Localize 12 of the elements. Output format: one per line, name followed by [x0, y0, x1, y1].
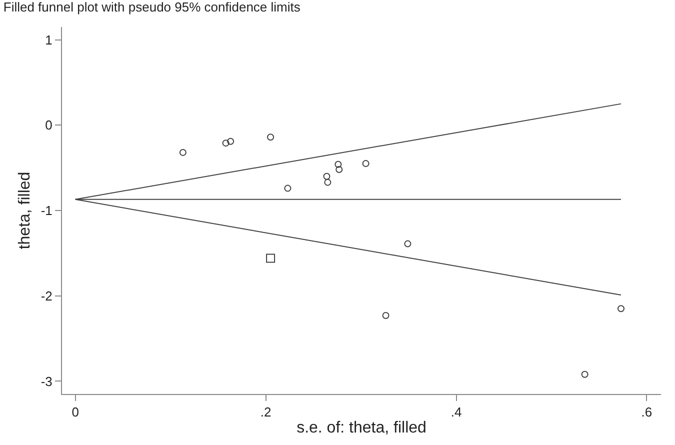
x-tick-label: .6	[641, 404, 652, 420]
y-tick-label: -2	[40, 288, 52, 304]
y-tick-label: 1	[45, 32, 52, 48]
y-tick-label: -3	[40, 374, 52, 389]
chart-title: Filled funnel plot with pseudo 95% confidence limits	[3, 0, 301, 14]
y-tick-label: -1	[40, 203, 52, 218]
x-tick-label: 0	[72, 404, 79, 420]
x-tick-label: .4	[450, 404, 462, 420]
x-tick-label: .2	[260, 404, 272, 420]
y-axis-title: theta, filled	[16, 172, 34, 250]
y-tick-label: 0	[45, 118, 52, 133]
x-axis-title: s.e. of: theta, filled	[296, 419, 426, 436]
